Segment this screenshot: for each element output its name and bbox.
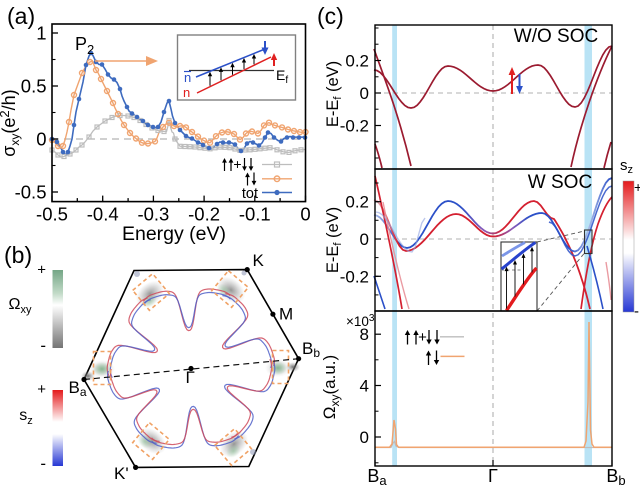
svg-text:+: + bbox=[37, 262, 46, 279]
svg-text:-0.2: -0.2 bbox=[340, 267, 369, 286]
svg-text:4: 4 bbox=[360, 377, 369, 396]
svg-text:-0.2: -0.2 bbox=[340, 117, 369, 136]
svg-text:tot: tot bbox=[242, 186, 258, 202]
svg-text:0.2: 0.2 bbox=[345, 52, 369, 71]
svg-text:σxy(e2/h): σxy(e2/h) bbox=[0, 89, 22, 156]
svg-text:-0.5: -0.5 bbox=[15, 182, 47, 203]
svg-text:-0.2: -0.2 bbox=[188, 204, 220, 225]
svg-text:n: n bbox=[184, 70, 191, 85]
svg-text:K: K bbox=[253, 251, 265, 270]
svg-text:-0.5: -0.5 bbox=[36, 204, 68, 225]
svg-text:-: - bbox=[40, 454, 46, 473]
svg-text:0.5: 0.5 bbox=[21, 76, 47, 97]
svg-text:-0.1: -0.1 bbox=[239, 204, 271, 225]
svg-text:-: - bbox=[634, 303, 639, 320]
svg-text:E-Ef (eV): E-Ef (eV) bbox=[324, 207, 344, 273]
svg-text:K': K' bbox=[114, 464, 129, 483]
svg-text:0: 0 bbox=[360, 428, 369, 447]
svg-text:-0.4: -0.4 bbox=[87, 204, 119, 225]
svg-text:+: + bbox=[418, 329, 427, 346]
svg-text:(b): (b) bbox=[4, 242, 32, 268]
svg-text:0.2: 0.2 bbox=[345, 193, 369, 212]
svg-text:E-Ef (eV): E-Ef (eV) bbox=[324, 61, 344, 127]
svg-text:n: n bbox=[183, 85, 190, 100]
svg-text:Ωxy(a.u.): Ωxy(a.u.) bbox=[320, 355, 342, 419]
svg-text:+: + bbox=[634, 179, 640, 195]
svg-text:Ef: Ef bbox=[276, 67, 288, 86]
svg-text:×103: ×103 bbox=[346, 313, 375, 329]
svg-text:0: 0 bbox=[36, 129, 46, 150]
svg-text:Γ: Γ bbox=[186, 368, 195, 387]
svg-text:1: 1 bbox=[36, 23, 46, 44]
svg-text:-0.3: -0.3 bbox=[137, 204, 169, 225]
svg-text:-: - bbox=[40, 336, 46, 355]
svg-text:+: + bbox=[37, 381, 46, 398]
svg-text:8: 8 bbox=[360, 325, 369, 344]
svg-text:0: 0 bbox=[360, 230, 369, 249]
svg-text:0: 0 bbox=[360, 84, 369, 103]
svg-text:M: M bbox=[279, 305, 293, 324]
svg-text:0: 0 bbox=[300, 204, 310, 225]
svg-text:+: + bbox=[233, 156, 241, 172]
svg-text:(c): (c) bbox=[317, 3, 344, 29]
svg-text:W SOC: W SOC bbox=[528, 172, 592, 193]
svg-text:Energy (eV): Energy (eV) bbox=[122, 223, 226, 245]
svg-text:Γ: Γ bbox=[488, 466, 498, 486]
svg-text:W/O SOC: W/O SOC bbox=[514, 26, 598, 47]
svg-text:(a): (a) bbox=[7, 3, 35, 29]
